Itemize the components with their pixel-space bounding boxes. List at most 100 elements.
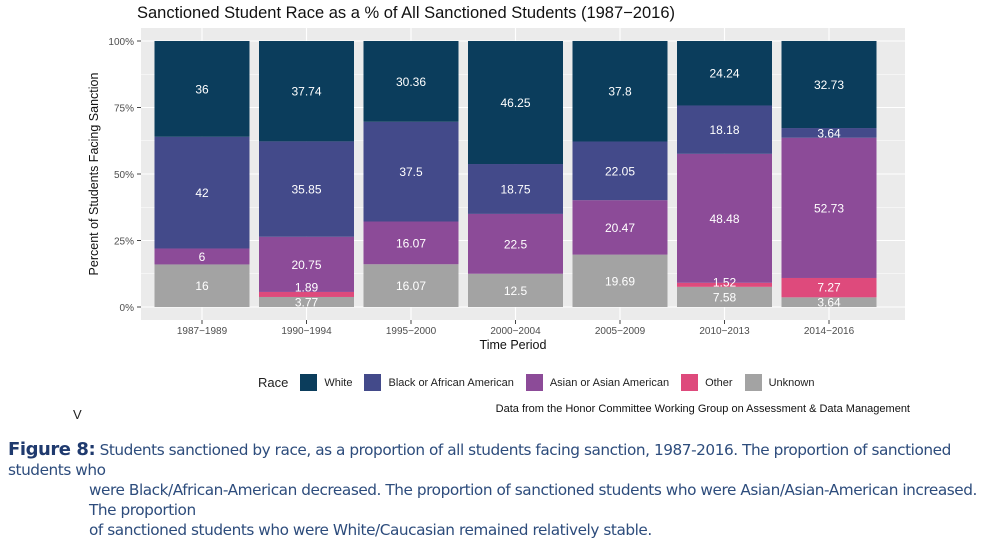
data-label: 3.77 bbox=[295, 295, 319, 309]
x-tick-label: 1987−1989 bbox=[177, 326, 228, 337]
data-label: 46.25 bbox=[500, 96, 530, 110]
data-label: 52.73 bbox=[814, 201, 844, 215]
data-label: 6 bbox=[199, 250, 206, 264]
data-label: 48.48 bbox=[709, 212, 739, 226]
legend-items: White Black or African American Asian or A… bbox=[300, 374, 826, 391]
data-label: 18.18 bbox=[709, 123, 739, 137]
legend-item: White bbox=[300, 374, 352, 391]
x-tick-label: 2010−2013 bbox=[699, 326, 750, 337]
data-label: 12.5 bbox=[504, 284, 528, 298]
data-label: 7.58 bbox=[713, 290, 737, 304]
legend-label: Other bbox=[705, 376, 733, 389]
bar-segment-other bbox=[677, 282, 772, 287]
caption-line-3: of sanctioned students who were White/Ca… bbox=[89, 521, 652, 539]
bar-segment-unknown bbox=[154, 264, 250, 307]
bar-segment-black-or-african-american bbox=[259, 141, 354, 237]
bar-segment-unknown bbox=[677, 286, 772, 307]
bar-segment-asian-or-asian-american bbox=[572, 200, 668, 255]
data-label: 35.85 bbox=[291, 183, 321, 197]
bar-segment-asian-or-asian-american bbox=[468, 213, 563, 274]
bar-segment-asian-or-asian-american bbox=[259, 236, 354, 292]
data-label: 20.47 bbox=[605, 221, 635, 235]
data-label: 37.8 bbox=[608, 85, 632, 99]
data-label: 16.07 bbox=[396, 236, 426, 250]
legend-swatch bbox=[744, 374, 762, 391]
legend-label: Unknown bbox=[768, 376, 815, 389]
caption-label: Figure 8: bbox=[8, 439, 96, 460]
y-tick-label: 75% bbox=[114, 104, 134, 115]
bar-segment-unknown bbox=[781, 297, 877, 307]
source-note: Data from the Honor Committee Working Gr… bbox=[495, 403, 910, 415]
figure-caption: Figure 8: Students sanctioned by race, a… bbox=[8, 440, 998, 540]
legend-item: Unknown bbox=[744, 374, 815, 391]
data-label: 3.64 bbox=[817, 296, 841, 310]
data-label: 22.05 bbox=[605, 164, 635, 178]
x-tick-label: 2000−2004 bbox=[490, 326, 541, 337]
data-label: 37.5 bbox=[399, 165, 423, 179]
y-axis-title: Percent of Students Facing Sanction bbox=[87, 73, 101, 276]
x-tick-label: 2005−2009 bbox=[595, 326, 646, 337]
y-tick-label: 0% bbox=[120, 303, 135, 314]
data-label: 7.27 bbox=[817, 281, 841, 295]
data-label: 19.69 bbox=[605, 274, 635, 288]
data-label: 1.89 bbox=[295, 280, 319, 294]
bar-segment-white bbox=[154, 41, 250, 137]
x-axis-title: Time Period bbox=[480, 338, 547, 352]
legend-title: Race bbox=[258, 375, 289, 390]
bar-segment-white bbox=[363, 41, 459, 122]
bar-segment-asian-or-asian-american bbox=[154, 248, 250, 265]
y-tick-label: 25% bbox=[114, 237, 134, 248]
data-label: 32.73 bbox=[814, 78, 844, 92]
data-label: 42 bbox=[195, 186, 209, 200]
data-label: 3.64 bbox=[817, 126, 841, 140]
bar-segment-unknown bbox=[259, 296, 354, 307]
caption-line-1: Students sanctioned by race, as a propor… bbox=[8, 441, 951, 479]
x-tick-label: 1990−1994 bbox=[281, 326, 332, 337]
bar-segment-unknown bbox=[572, 254, 668, 307]
legend-item: Asian or Asian American bbox=[525, 374, 670, 391]
bar-segment-asian-or-asian-american bbox=[677, 153, 772, 283]
bar-segment-white bbox=[677, 41, 772, 106]
bar-segment-unknown bbox=[363, 264, 459, 307]
legend-label: Asian or Asian American bbox=[549, 376, 670, 389]
y-tick-label: 50% bbox=[114, 170, 134, 181]
bar-segment-black-or-african-american bbox=[572, 141, 668, 201]
data-label: 16 bbox=[195, 279, 209, 293]
bar-segment-black-or-african-american bbox=[468, 164, 563, 214]
x-tick-label: 1995−2000 bbox=[386, 326, 437, 337]
data-label: 30.36 bbox=[396, 75, 426, 89]
bar-segment-black-or-african-american bbox=[154, 136, 250, 249]
legend-item: Other bbox=[681, 374, 733, 391]
bar-segment-other bbox=[259, 291, 354, 297]
bar-segment-asian-or-asian-american bbox=[363, 221, 459, 265]
caption-line-2: were Black/African-American decreased. T… bbox=[89, 481, 977, 519]
legend-swatch bbox=[364, 374, 382, 391]
data-label: 18.75 bbox=[500, 182, 530, 196]
bar-segment-unknown bbox=[468, 273, 563, 307]
bar-segment-white bbox=[468, 41, 563, 165]
data-label: 36 bbox=[195, 82, 209, 96]
data-label: 16.07 bbox=[396, 279, 426, 293]
x-tick-label: 2014−2016 bbox=[804, 326, 855, 337]
data-label: 24.24 bbox=[709, 67, 739, 81]
bar-segment-other bbox=[781, 277, 877, 298]
legend-label: Black or African American bbox=[388, 376, 514, 389]
data-label: 22.5 bbox=[504, 237, 528, 251]
bar-segment-asian-or-asian-american bbox=[781, 137, 877, 278]
bar-segment-black-or-african-american bbox=[363, 121, 459, 222]
legend-label: White bbox=[324, 376, 353, 389]
legend: Race White Black or African American Asian… bbox=[258, 374, 826, 391]
chart-title: Sanctioned Student Race as a % of All Sa… bbox=[137, 4, 675, 22]
bar-segment-white bbox=[781, 40, 877, 129]
bar-segment-black-or-african-american bbox=[781, 128, 877, 138]
data-label: 37.74 bbox=[291, 85, 321, 99]
legend-swatch bbox=[681, 374, 699, 391]
legend-item: Black or African American bbox=[364, 374, 514, 391]
legend-swatch bbox=[300, 374, 318, 391]
stray-mark: V bbox=[73, 407, 82, 422]
bar-segment-white bbox=[572, 40, 668, 142]
data-label: 1.52 bbox=[713, 275, 737, 289]
bar-segment-white bbox=[259, 41, 354, 142]
y-tick-label: 100% bbox=[108, 37, 134, 48]
bar-segment-black-or-african-american bbox=[677, 105, 772, 154]
